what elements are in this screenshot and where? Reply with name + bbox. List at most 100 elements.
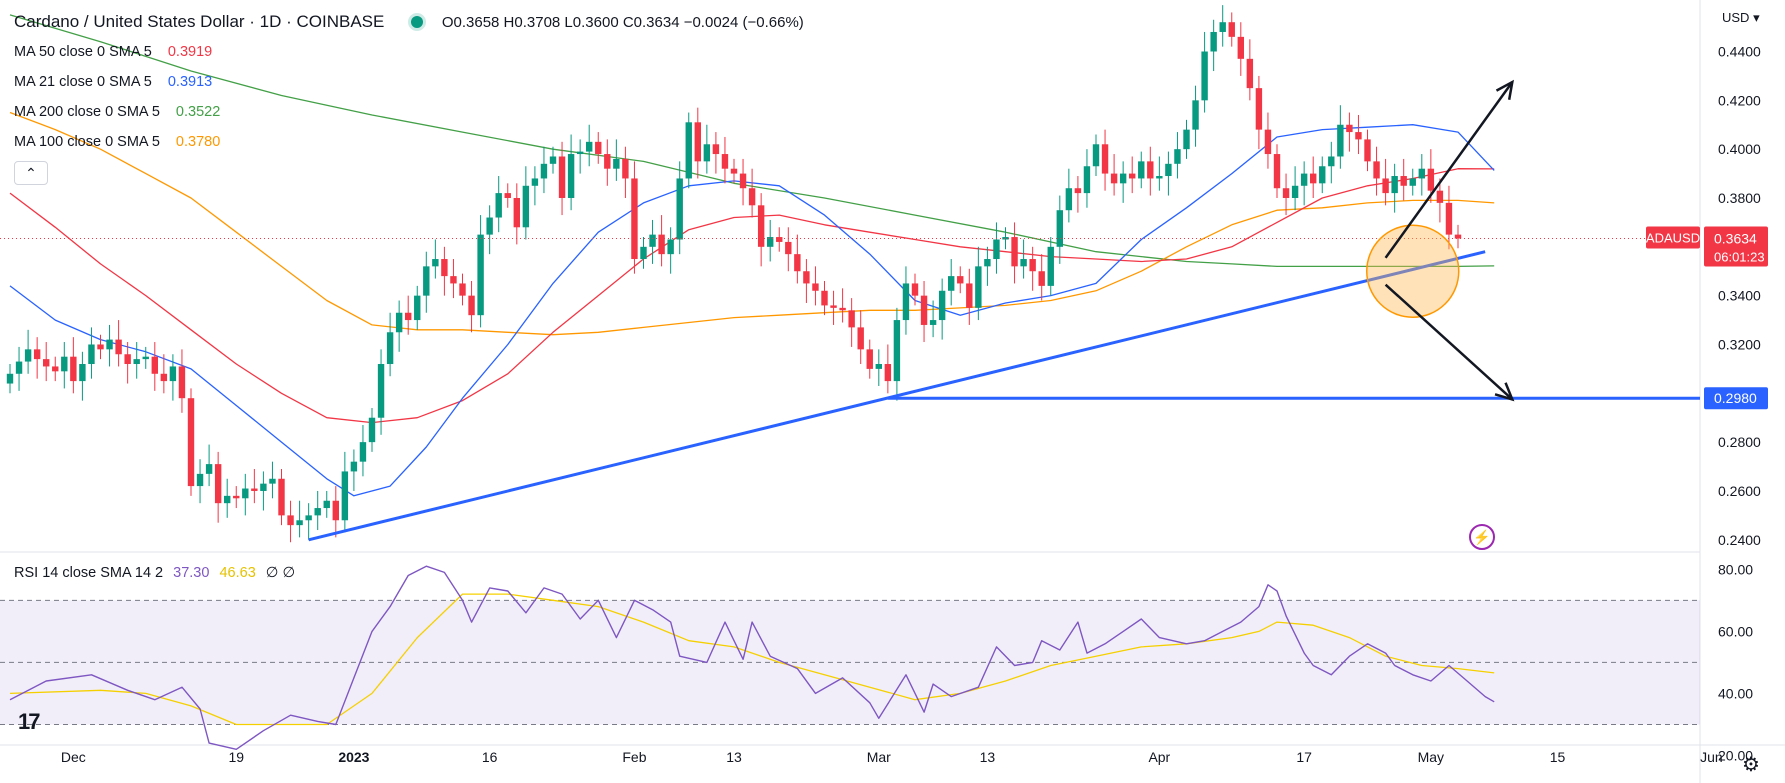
rsi-sma-value: 46.63 [219, 565, 256, 581]
rsi-y-tick-label: 60.00 [1718, 623, 1753, 639]
tradingview-logo-icon: 17 [18, 709, 41, 734]
candle-body [1192, 100, 1199, 130]
candle-body [1310, 173, 1317, 184]
x-tick-label: Jun [1700, 749, 1723, 765]
candle-body [1337, 124, 1344, 157]
candle-body [1165, 163, 1172, 177]
ma21-value: 0.3913 [167, 74, 213, 90]
down-arrow [1384, 283, 1514, 401]
candle-body [948, 276, 955, 291]
candle-body [803, 271, 810, 284]
up-arrow [1384, 81, 1514, 259]
ma50-value: 0.3919 [167, 44, 213, 60]
candle-body [260, 483, 267, 491]
candle-body [332, 500, 339, 521]
x-tick-label: Mar [867, 749, 891, 765]
ma100-value: 0.3780 [175, 134, 221, 150]
candle-body [395, 312, 403, 333]
highlight-circle [1366, 224, 1460, 318]
candle-body [187, 398, 195, 487]
candle-body [785, 241, 792, 255]
x-tick-label: Feb [622, 749, 646, 765]
rsi-y-tick-label: 40.00 [1718, 685, 1753, 701]
rsi-y-tick-label: 20.00 [1718, 748, 1753, 764]
arrow-head [1494, 382, 1515, 402]
candle-body [287, 515, 294, 526]
y-tick-label: 0.3200 [1718, 336, 1761, 352]
x-tick-label: May [1418, 749, 1444, 765]
level-badge [1704, 387, 1768, 410]
candle-body [595, 141, 602, 155]
candle-body [1110, 173, 1118, 184]
ma50-line [9, 168, 1495, 424]
candle-body [875, 364, 882, 369]
candle-body [97, 344, 104, 350]
candle-body [613, 158, 620, 169]
candle-body [685, 122, 692, 179]
y-tick-label: 0.4000 [1718, 141, 1761, 157]
candle-body [323, 500, 330, 509]
candle-body [495, 193, 502, 218]
candle-body [1156, 176, 1163, 179]
candle-body [1282, 188, 1290, 198]
candle-body [178, 366, 186, 399]
currency-selector[interactable]: USD ▾ [1722, 10, 1760, 25]
candle-body [160, 373, 168, 382]
candle-body [929, 320, 937, 325]
candle-body [33, 349, 41, 360]
candle-body [214, 464, 222, 504]
candle-body [558, 156, 566, 198]
candle-body [1391, 176, 1398, 194]
rsi-y-tick-label: 80.00 [1718, 561, 1753, 577]
rsi-legend[interactable]: RSI 14 close SMA 14 2 37.30 46.63 ∅ ∅ [14, 565, 295, 581]
alert-button[interactable]: ⚡ [1469, 524, 1495, 550]
settings-button[interactable]: ⚙ [1742, 752, 1760, 777]
candle-body [1228, 22, 1235, 37]
candle-body [1454, 234, 1462, 239]
candle-body [1038, 271, 1045, 286]
candle-body [848, 310, 855, 328]
candle-body [52, 366, 59, 372]
candle-body [1264, 129, 1272, 155]
candle-body [1101, 144, 1109, 174]
candle-body [441, 259, 448, 277]
y-tick-label: 0.4200 [1718, 92, 1761, 108]
candle-body [1291, 185, 1299, 198]
candle-body [224, 495, 231, 504]
candle-body [649, 234, 656, 247]
candle-body [712, 144, 720, 155]
candle-body [405, 312, 412, 321]
candle-body [857, 327, 864, 350]
candle-body [721, 154, 729, 169]
candle-body [830, 305, 837, 308]
candle-body [1002, 237, 1009, 240]
candle-body [893, 320, 901, 382]
candle-body [993, 239, 1000, 260]
collapse-legend-button[interactable]: ⌃ [14, 161, 48, 185]
candle-body [115, 339, 122, 355]
candle-body [902, 283, 910, 321]
x-tick-label: 13 [726, 749, 742, 765]
candle-body [531, 178, 539, 186]
candle-body [1029, 259, 1036, 272]
ma21-legend[interactable]: MA 21 close 0 SMA 5 0.3913 [14, 74, 212, 90]
candle-body [540, 163, 548, 179]
rsi-label: RSI 14 close SMA 14 2 [14, 565, 164, 581]
ma50-legend[interactable]: MA 50 close 0 SMA 5 0.3919 [14, 44, 212, 60]
candle-body [911, 283, 919, 296]
level-badge-value: 0.2980 [1714, 390, 1757, 406]
candle-body [586, 141, 593, 152]
candle-body [1047, 246, 1054, 286]
candle-body [776, 237, 783, 242]
tradingview-logo[interactable]: 17 [18, 709, 41, 735]
ma100-legend[interactable]: MA 100 close 0 SMA 5 0.3780 [14, 134, 220, 150]
candle-body [866, 349, 873, 369]
candle-body [1328, 156, 1335, 167]
candle-body [1129, 173, 1136, 179]
candle-body [567, 154, 575, 198]
candle-body [1065, 188, 1073, 211]
candle-body [133, 359, 140, 365]
ma200-legend[interactable]: MA 200 close 0 SMA 5 0.3522 [14, 104, 220, 120]
candle-body [1273, 154, 1281, 189]
